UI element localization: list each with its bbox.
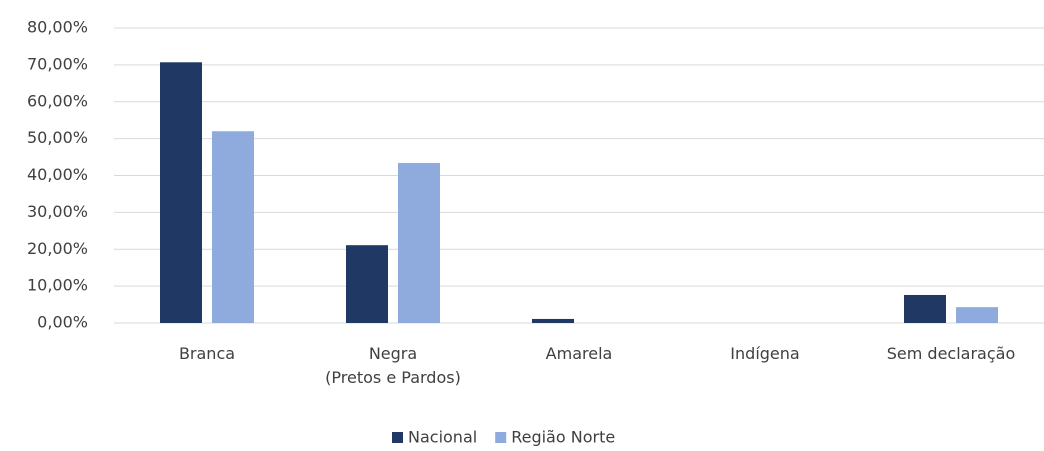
legend-label: Região Norte [511,428,615,447]
bar [212,131,254,323]
x-tick-label: Branca [178,344,236,363]
y-tick-label: 10,00% [27,276,88,295]
legend-swatch [495,432,507,443]
x-tick-label: Indígena [730,344,800,363]
bar [160,62,202,323]
legend-label: Nacional [408,428,477,447]
x-tick-label: Sem declaração [886,344,1016,363]
y-tick-label: 60,00% [27,91,88,110]
x-tick-label: Amarela [545,344,613,363]
x-tick-label: Negra (Pretos e Pardos) [325,344,461,387]
bar [956,307,998,323]
bar [346,245,388,323]
bar [398,162,440,323]
y-tick-label: 30,00% [27,202,88,221]
y-tick-label: 0,00% [37,313,88,332]
bar [904,294,946,323]
y-tick-label: 20,00% [27,239,88,258]
y-tick-label: 50,00% [27,128,88,147]
y-tick-label: 40,00% [27,165,88,184]
legend-swatch [392,432,403,443]
bar [532,318,574,323]
y-tick-label: 70,00% [27,54,88,73]
y-tick-label: 80,00% [27,18,88,37]
